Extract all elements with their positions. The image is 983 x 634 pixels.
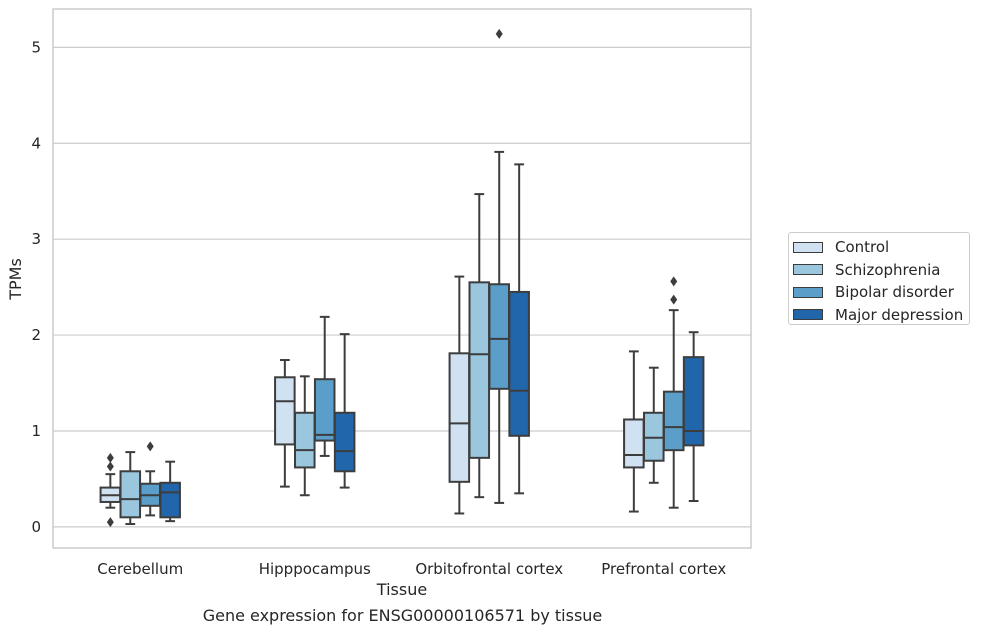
box-3-2 xyxy=(662,276,685,509)
box-0-3 xyxy=(159,460,181,523)
box-3-1 xyxy=(643,366,665,484)
y-axis-label: TPMs xyxy=(6,258,25,301)
legend: Control Schizophrenia Bipolar disorder Majo… xyxy=(788,232,970,325)
outlier-point xyxy=(146,441,154,452)
box-2-1 xyxy=(468,193,491,499)
box-1-1 xyxy=(294,375,316,497)
legend-swatch xyxy=(793,286,823,298)
box-iqr xyxy=(294,411,316,469)
outlier-point xyxy=(670,294,678,305)
legend-swatch xyxy=(793,241,823,253)
legend-label: Bipolar disorder xyxy=(835,283,954,302)
x-tick-label: Orbitofrontal cortex xyxy=(415,560,563,578)
legend-item: Bipolar disorder xyxy=(793,281,969,304)
box-iqr xyxy=(682,356,705,447)
legend-swatch xyxy=(793,264,823,276)
plot-frame xyxy=(52,8,752,549)
box-iqr xyxy=(274,376,296,446)
box-iqr xyxy=(468,281,491,459)
legend-item: Control xyxy=(793,236,969,259)
outlier-point xyxy=(106,517,114,528)
box-iqr xyxy=(508,290,530,437)
box-iqr xyxy=(313,378,336,442)
y-tick-label: 2 xyxy=(31,326,41,344)
legend-label: Control xyxy=(835,238,890,257)
box-iqr xyxy=(623,418,645,469)
box-2-3 xyxy=(508,163,530,495)
box-3-0 xyxy=(623,350,645,513)
box-iqr xyxy=(488,283,510,390)
box-1-2 xyxy=(313,315,336,457)
box-iqr xyxy=(333,411,356,473)
x-axis-label: Tissue xyxy=(376,580,427,599)
boxes xyxy=(99,28,705,528)
legend-label: Schizophrenia xyxy=(835,260,941,279)
box-1-0 xyxy=(274,359,296,488)
box-iqr xyxy=(662,390,685,452)
x-tick-label: Hipppocampus xyxy=(259,560,371,578)
box-iqr xyxy=(448,352,471,483)
box-3-3 xyxy=(682,331,705,503)
y-tick-label: 5 xyxy=(31,38,41,56)
outlier-point xyxy=(106,461,114,472)
tick-labels: 0 1 2 3 4 5 Cerebellum Hipppocampus Orbitofronta… xyxy=(31,38,726,578)
legend-item: Schizophrenia xyxy=(793,259,969,282)
legend-swatch xyxy=(793,309,823,321)
x-tick-label: Prefrontal cortex xyxy=(601,560,726,578)
legend-label: Major depression xyxy=(835,305,964,324)
chart-caption: Gene expression for ENSG00000106571 by t… xyxy=(202,606,603,625)
box-2-0 xyxy=(448,275,471,515)
box-1-3 xyxy=(333,333,356,489)
box-iqr xyxy=(159,481,181,519)
y-tick-label: 4 xyxy=(31,134,41,152)
box-0-1 xyxy=(119,451,142,526)
box-0-2 xyxy=(139,441,161,517)
y-tick-label: 3 xyxy=(31,230,41,248)
box-iqr xyxy=(119,470,142,519)
legend-item: Major depression xyxy=(793,304,969,327)
box-0-0 xyxy=(99,452,122,528)
outlier-point xyxy=(670,276,678,287)
x-tick-label: Cerebellum xyxy=(97,560,183,578)
y-tick-label: 1 xyxy=(31,422,41,440)
y-tick-label: 0 xyxy=(31,518,41,536)
gridlines xyxy=(53,46,751,528)
box-2-2 xyxy=(488,28,510,504)
outlier-point xyxy=(495,28,503,39)
outlier-point xyxy=(106,452,114,463)
